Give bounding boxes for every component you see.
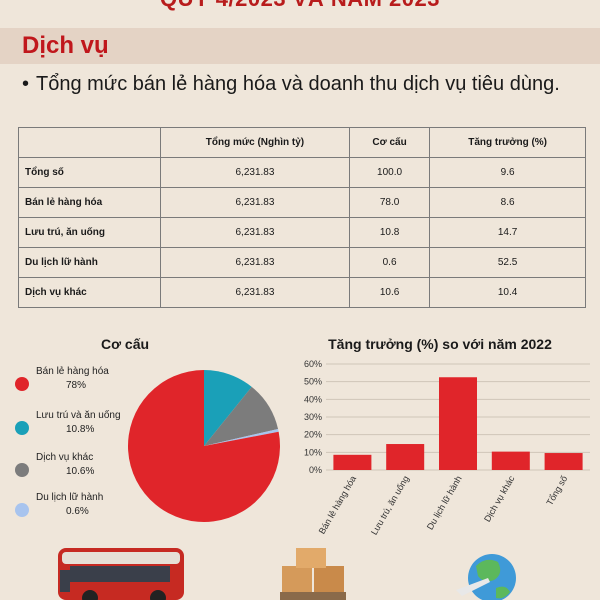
table-cell: 6,231.83: [160, 157, 350, 188]
x-tick-label: Du lịch lữ hành: [425, 474, 464, 531]
legend-label: Du lịch lữ hành: [36, 492, 103, 503]
x-tick-label: Tổng số: [544, 474, 569, 507]
table-header: Tổng mức (Nghìn tỷ): [160, 127, 350, 158]
bullet-dot: •: [22, 73, 30, 95]
data-table: Tổng mức (Nghìn tỷ) Cơ cấu Tăng trưởng (…: [18, 127, 586, 308]
y-tick-label: 50%: [304, 377, 322, 387]
table-cell: Dịch vụ khác: [18, 277, 161, 308]
table-cell: 6,231.83: [160, 277, 350, 308]
pie-slice: [204, 428, 279, 446]
bullet-heading: • Tổng mức bán lẻ hàng hóa và doanh thu d…: [22, 72, 592, 97]
table-cell: 100.0: [348, 157, 431, 188]
table-cell: 10.4: [429, 277, 586, 308]
legend-marker: [15, 377, 29, 391]
bar: [333, 454, 372, 470]
y-tick-label: 30%: [304, 412, 322, 422]
y-tick-label: 0%: [309, 465, 322, 475]
legend-value: 78%: [66, 380, 86, 391]
table-cell: 10.8: [348, 217, 431, 248]
x-tick-label: Bán lẻ hàng hóa: [317, 474, 358, 536]
table-cell: Tổng số: [18, 157, 161, 188]
table-row: Lưu trú, ăn uống 6,231.83 10.8 14.7: [18, 217, 586, 248]
bar: [439, 377, 477, 470]
legend-value: 10.8%: [66, 424, 94, 435]
legend-marker: [15, 503, 29, 517]
table-header: [18, 127, 161, 158]
x-tick-label: Lưu trú, ăn uống: [369, 474, 411, 537]
table-row: Du lịch lữ hành 6,231.83 0.6 52.5: [18, 247, 586, 278]
top-banner: QUÝ 4/2023 VÀ NĂM 2023: [0, 0, 600, 14]
legend-label: Lưu trú và ăn uống: [36, 409, 121, 421]
pie-slice: [127, 369, 280, 522]
x-tick-label: Dịch vụ khác: [482, 474, 517, 524]
table-cell: 9.6: [429, 157, 586, 188]
table-cell: 6,231.83: [160, 187, 350, 218]
bar: [491, 451, 530, 470]
y-tick-label: 10%: [304, 447, 322, 457]
table-row: Dịch vụ khác 6,231.83 10.6 10.4: [18, 277, 586, 308]
legend-marker: [15, 421, 29, 435]
table-row: Tổng số 6,231.83 100.0 9.6: [18, 157, 586, 188]
legend-label: Bán lẻ hàng hóa: [36, 366, 109, 377]
y-tick-label: 60%: [304, 359, 322, 369]
pie-slice: [204, 370, 252, 446]
table-cell: 10.6: [348, 277, 431, 308]
table-cell: 78.0: [348, 187, 431, 218]
table-cell: 14.7: [429, 217, 586, 248]
section-label: Dịch vụ: [22, 32, 109, 59]
pie-slice: [204, 386, 279, 446]
table-cell: 0.6: [348, 247, 431, 278]
table-cell: Du lịch lữ hành: [18, 247, 161, 278]
table-cell: Lưu trú, ăn uống: [18, 217, 161, 248]
bar: [386, 444, 425, 470]
pie-chart-title: Cơ cấu: [100, 336, 150, 352]
legend-label: Dịch vụ khác: [36, 452, 93, 463]
y-tick-label: 40%: [304, 394, 322, 404]
bar-chart-title: Tăng trưởng (%) so với năm 2022: [328, 336, 552, 352]
legend-marker: [15, 463, 29, 477]
table-row: Bán lẻ hàng hóa 6,231.83 78.0 8.6: [18, 187, 586, 218]
bar: [544, 453, 583, 470]
legend-value: 10.6%: [66, 466, 94, 477]
bullet-text: Tổng mức bán lẻ hàng hóa và doanh thu dị…: [36, 73, 560, 95]
legend-value: 0.6%: [66, 506, 89, 517]
section-bar: Dịch vụ: [0, 28, 600, 64]
y-tick-label: 20%: [304, 430, 322, 440]
banner-title: QUÝ 4/2023 VÀ NĂM 2023: [0, 0, 600, 12]
table-header: Cơ cấu: [348, 127, 431, 158]
